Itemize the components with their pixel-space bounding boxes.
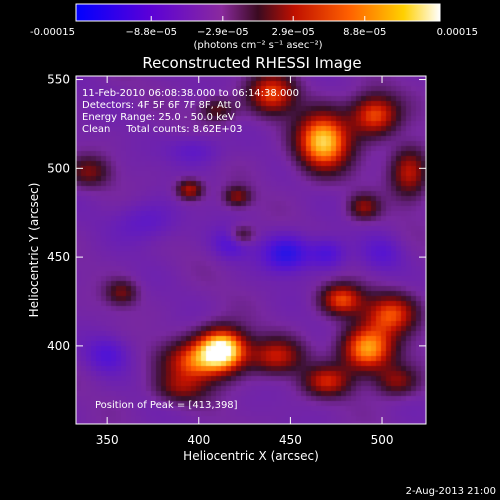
colorbar-ticks: -0.00015 −8.8e−05 −2.9e−05 2.9e−05 8.8e−05 0.… [30,16,478,38]
colorbar: -0.00015 −8.8e−05 −2.9e−05 2.9e−05 8.8e−05 0.… [30,3,478,51]
chart-title: Reconstructed RHESSI Image [142,54,361,72]
y-axis: 400 450 500 550 [47,73,426,353]
colorbar-units-label: (photons cm⁻² s⁻¹ asec⁻²) [193,40,322,51]
x-tick-label: 500 [371,433,394,447]
annotation-time-range: 11-Feb-2010 06:08:38.000 to 06:14:38.000 [82,88,299,99]
y-tick-label: 450 [47,250,70,264]
colorbar-tick-label: 8.8e−05 [343,27,386,38]
peak-position-label: Position of Peak = [413,398] [95,400,238,411]
y-tick-label: 500 [47,161,70,175]
x-tick-label: 450 [279,433,302,447]
colorbar-gradient [75,3,441,22]
footer-date: 2-Aug-2013 21:00 [406,486,496,497]
colorbar-tick-label: 2.9e−05 [272,27,315,38]
annotation-block: 11-Feb-2010 06:08:38.000 to 06:14:38.000… [82,88,299,135]
annotation-energy-range: Energy Range: 25.0 - 50.0 keV [82,112,235,123]
x-axis: 350 400 450 500 [96,76,394,447]
y-tick-label: 550 [47,73,70,87]
y-axis-label: Heliocentric Y (arcsec) [27,183,41,318]
annotation-detectors: Detectors: 4F 5F 6F 7F 8F, Att 0 [82,100,241,111]
colorbar-tick-label: 0.00015 [437,27,478,38]
colorbar-tick-label: -0.00015 [30,27,75,38]
x-axis-label: Heliocentric X (arcsec) [183,449,319,463]
heatmap-canvas [76,76,426,424]
heatmap-plot: 350 400 450 500 400 450 500 550 [47,73,427,447]
plot-frame [75,75,427,425]
y-tick-label: 400 [47,339,70,353]
annotation-clean-counts: Clean Total counts: 8.62E+03 [82,124,242,135]
x-tick-label: 400 [187,433,210,447]
colorbar-tick-label: −8.8e−05 [125,27,177,38]
colorbar-tick-label: −2.9e−05 [197,27,249,38]
x-tick-label: 350 [96,433,119,447]
